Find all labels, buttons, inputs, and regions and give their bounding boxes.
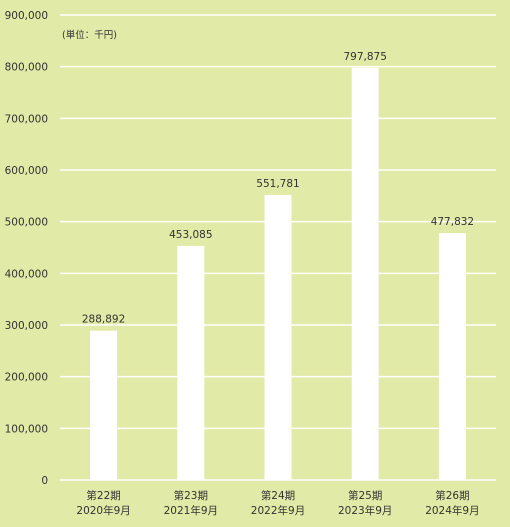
y-tick-label: 900,000 [5, 10, 48, 22]
x-label-date: 2024年9月 [425, 504, 479, 517]
y-tick-label: 300,000 [5, 320, 48, 332]
y-tick-label: 500,000 [5, 217, 48, 229]
y-tick-label: 600,000 [5, 165, 48, 177]
x-label-date: 2022年9月 [251, 504, 305, 517]
y-tick-label: 200,000 [5, 372, 48, 384]
x-label-date: 2023年9月 [338, 504, 392, 517]
data-label: 551,781 [256, 178, 299, 190]
bar [351, 67, 379, 480]
data-label: 477,832 [431, 216, 474, 228]
x-label-date: 2020年9月 [76, 504, 130, 517]
x-label-period: 第23期 [174, 489, 208, 502]
x-label-period: 第22期 [86, 489, 120, 502]
y-tick-label: 400,000 [5, 268, 48, 280]
data-label: 288,892 [82, 314, 125, 326]
x-label-period: 第26期 [435, 489, 469, 502]
data-labels: 288,892 453,085 551,781 797,875 477,832 [82, 51, 474, 326]
data-label: 453,085 [169, 229, 212, 241]
y-tick-label: 800,000 [5, 62, 48, 74]
x-label-period: 第24期 [261, 489, 295, 502]
x-label-date: 2021年9月 [164, 504, 218, 517]
bar [90, 330, 118, 480]
x-label-period: 第25期 [348, 489, 382, 502]
y-tick-label: 0 [41, 475, 48, 487]
y-tick-label: 700,000 [5, 113, 48, 125]
bar [177, 245, 205, 480]
bar [438, 233, 466, 480]
bar [264, 194, 292, 480]
unit-label: (単位：千円) [62, 29, 117, 41]
y-axis-ticks: 0 100,000 200,000 300,000 400,000 500,000 600,… [5, 10, 48, 487]
x-axis-labels: 第22期 2020年9月 第23期 2021年9月 第24期 2022年9月 第25期 202… [76, 489, 479, 517]
bars [90, 67, 466, 480]
y-tick-label: 100,000 [5, 423, 48, 435]
data-label: 797,875 [343, 51, 386, 63]
